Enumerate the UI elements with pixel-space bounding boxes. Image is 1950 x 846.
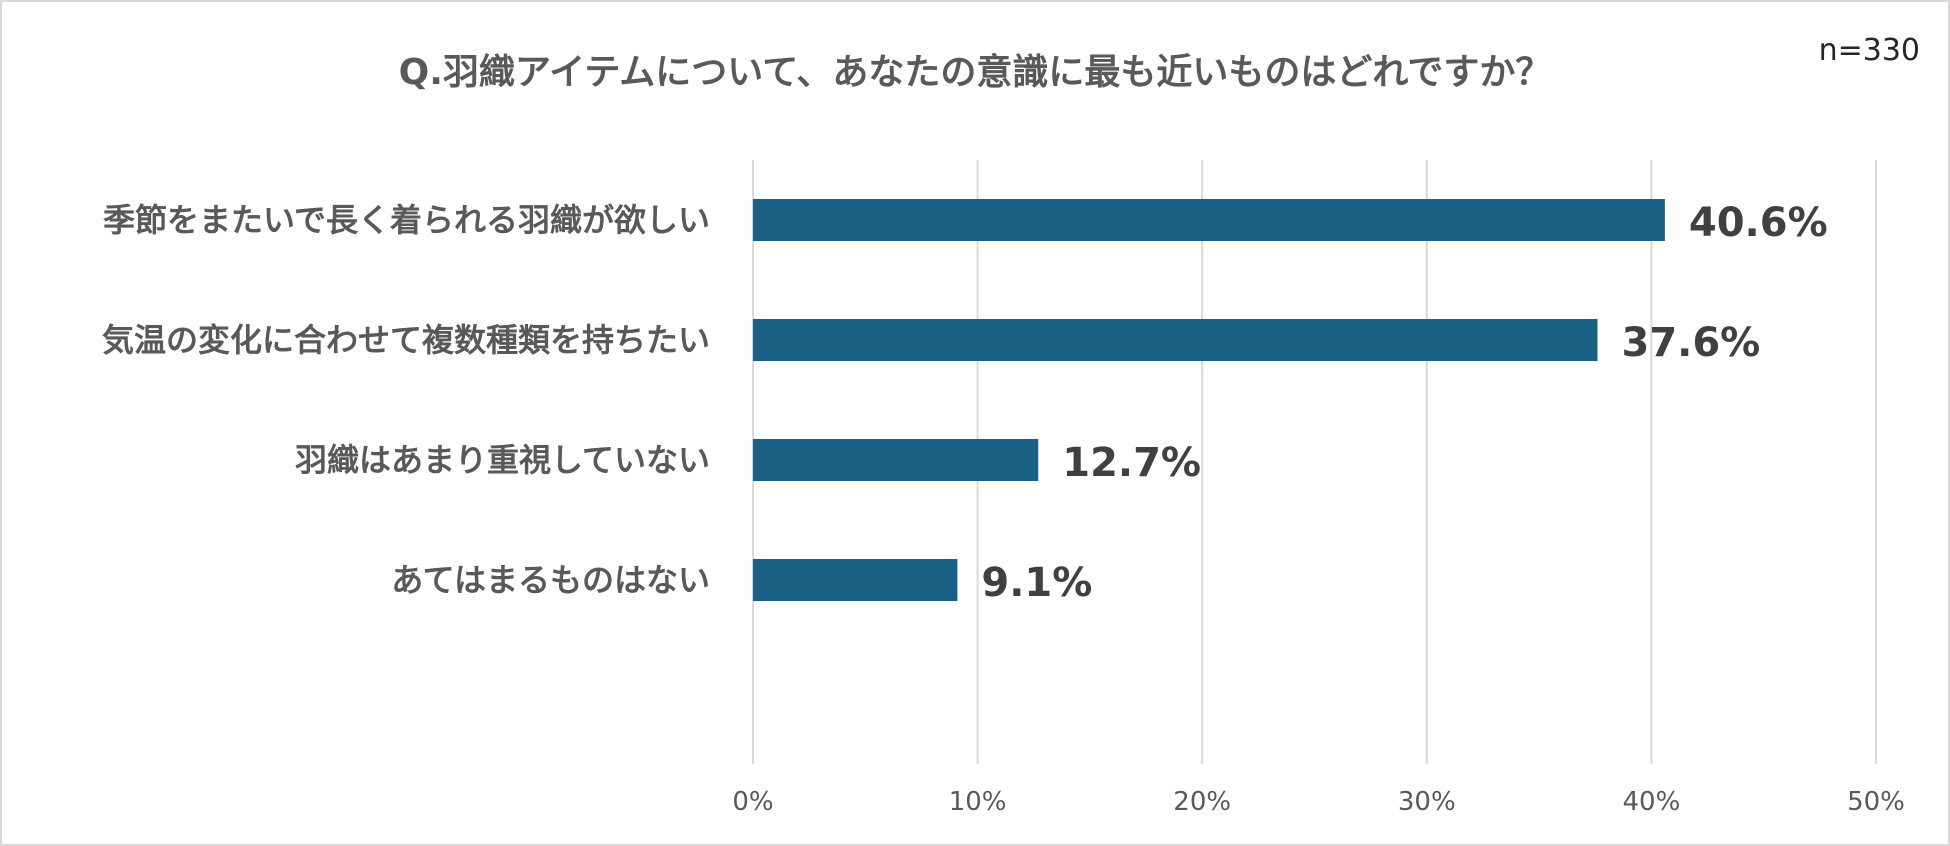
data-label: 37.6%: [1621, 320, 1760, 366]
x-tick-label: 10%: [949, 787, 1007, 817]
bar: [753, 319, 1598, 361]
data-label: 40.6%: [1689, 200, 1828, 246]
bar: [753, 439, 1039, 481]
category-label: あてはまるものはない: [391, 561, 710, 599]
bars: [753, 199, 1665, 601]
category-label: 気温の変化に合わせて複数種類を持ちたい: [102, 321, 710, 359]
x-tick-label: 30%: [1398, 787, 1456, 817]
bar: [753, 199, 1665, 241]
bar: [753, 559, 958, 601]
sample-size-label: n=330: [1819, 33, 1920, 68]
category-label: 羽織はあまり重視していない: [295, 441, 710, 479]
x-tick-label: 0%: [732, 787, 773, 817]
data-label: 12.7%: [1062, 440, 1201, 486]
x-tick-label: 20%: [1173, 787, 1231, 817]
x-tick-label: 40%: [1623, 787, 1681, 817]
labels: 0% 10% 20% 30% 40% 50% 季節をまたいで長く着られる羽織が欲しい 40.6…: [102, 200, 1905, 817]
x-tick-label: 50%: [1847, 787, 1905, 817]
gridlines: [752, 160, 1877, 764]
data-label: 9.1%: [981, 560, 1092, 606]
chart-title: Q.羽織アイテムについて、あなたの意識に最も近いものはどれですか？: [399, 52, 1552, 93]
category-label: 季節をまたいで長く着られる羽織が欲しい: [103, 201, 710, 239]
